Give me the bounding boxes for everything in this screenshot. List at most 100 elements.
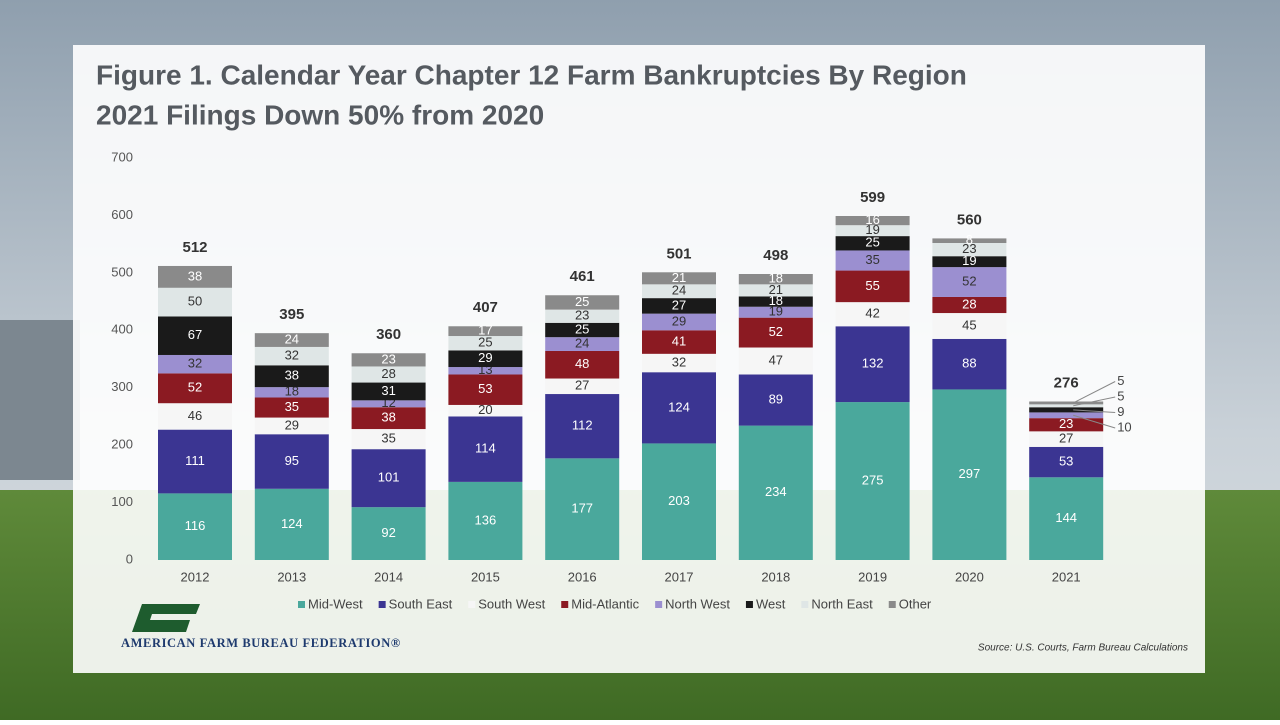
total-label: 461 [570, 268, 595, 285]
bar-segment [545, 295, 620, 310]
bar-segment [158, 429, 232, 494]
bar-segment [835, 326, 910, 403]
bar-segment [835, 216, 910, 226]
bar-segment [448, 367, 523, 375]
bar-segment [158, 287, 232, 317]
segment-label: 203 [668, 493, 690, 508]
bar-segment [642, 443, 716, 560]
legend-label: South East [389, 596, 453, 611]
bar-segment [351, 429, 426, 450]
segment-label: 16 [865, 212, 879, 227]
bar-segment [254, 417, 329, 435]
bar-segment [835, 270, 910, 303]
bar-segment [835, 225, 910, 237]
segment-label: 38 [381, 410, 395, 425]
bar-segment [158, 316, 232, 355]
bar-segment [448, 416, 523, 482]
bar-segment [932, 338, 1007, 390]
x-tick-label: 2019 [858, 569, 887, 584]
total-label: 395 [279, 306, 304, 323]
bar-segment [1029, 431, 1104, 447]
total-label: 512 [182, 239, 207, 256]
total-label: 498 [763, 247, 788, 264]
bar-segment [351, 353, 426, 367]
legend-label: North East [811, 596, 873, 611]
segment-label: 35 [285, 399, 299, 414]
x-tick-label: 2016 [568, 569, 597, 584]
organization: AMERICAN FARM BUREAU FEDERATION® [121, 636, 401, 650]
bar-segment [642, 284, 716, 299]
bar-segment [351, 407, 426, 430]
bar-segment [351, 382, 426, 401]
y-tick-label: 500 [111, 264, 133, 279]
bar-segment [158, 403, 232, 430]
bar-segment [738, 296, 813, 307]
segment-label: 23 [962, 241, 976, 256]
bar-segment [642, 272, 716, 285]
bar-segment [738, 306, 813, 318]
bar-segment [932, 256, 1007, 268]
bar-segment [448, 326, 523, 337]
segment-label: 23 [1059, 416, 1073, 431]
segment-label: 114 [475, 441, 496, 456]
legend-label: South West [478, 596, 545, 611]
segment-label: 31 [381, 383, 395, 398]
x-tick-label: 2021 [1052, 569, 1081, 584]
bar-segment [642, 298, 716, 314]
bar-segment [448, 374, 523, 405]
segment-label: 32 [672, 354, 686, 369]
legend-swatch [298, 601, 305, 608]
bar-segment [932, 296, 1007, 314]
chart-title: Figure 1. Calendar Year Chapter 12 Farm … [96, 59, 967, 90]
segment-label: 25 [478, 335, 492, 350]
bar-segment [448, 481, 523, 560]
bar-segment [545, 337, 620, 351]
y-tick-label: 0 [126, 551, 133, 566]
total-label: 501 [666, 245, 691, 262]
segment-label: 10 [1117, 419, 1131, 434]
total-label: 276 [1054, 374, 1079, 391]
segment-label: 42 [865, 306, 879, 321]
callout-line [1073, 409, 1116, 413]
bar-segment [351, 400, 426, 408]
legend-swatch [801, 601, 809, 608]
x-tick-label: 2012 [181, 569, 210, 584]
segment-label: 234 [765, 484, 787, 499]
bar-segment [738, 284, 813, 297]
segment-label: 18 [769, 271, 783, 286]
bar-segment [642, 372, 716, 444]
bar-segment [545, 350, 620, 379]
bar-segment [254, 387, 329, 398]
bar-segment [254, 365, 329, 388]
bar-segment [351, 507, 426, 560]
segment-label: 19 [962, 253, 976, 268]
segment-label: 25 [575, 294, 589, 309]
segment-label: 136 [475, 512, 497, 527]
bar-segment [738, 425, 813, 560]
segment-label: 32 [188, 356, 202, 371]
bar-segment [158, 493, 232, 560]
bar-segment [351, 449, 426, 508]
x-tick-label: 2020 [955, 569, 984, 584]
legend-label: Mid-West [308, 596, 363, 611]
bar-segment [351, 366, 426, 383]
bar-segment [254, 346, 329, 366]
segment-label: 144 [1055, 510, 1077, 525]
segment-label: 101 [378, 470, 400, 485]
bar-segment [254, 333, 329, 347]
bar-segment [738, 274, 813, 285]
segment-label: 28 [381, 366, 395, 381]
bar-segment [932, 313, 1007, 339]
segment-label: 25 [865, 235, 879, 250]
segment-label: 23 [381, 351, 395, 366]
x-tick-label: 2013 [277, 569, 306, 584]
chart-subtitle: 2021 Filings Down 50% from 2020 [96, 99, 544, 130]
bar-segment [932, 238, 1007, 243]
segment-label: 29 [478, 350, 492, 365]
segment-label: 47 [769, 352, 783, 367]
segment-label: 27 [575, 378, 589, 393]
total-label: 407 [473, 299, 498, 316]
bar-segment [835, 302, 910, 327]
segment-label: 92 [381, 525, 395, 540]
